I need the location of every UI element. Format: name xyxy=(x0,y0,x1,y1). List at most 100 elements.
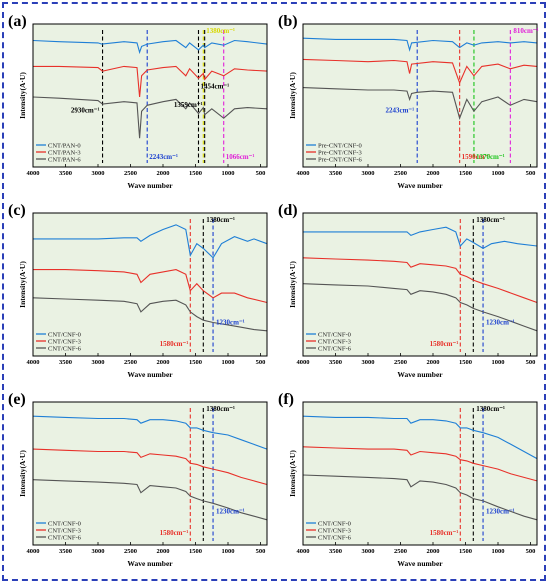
x-tick-label: 2000 xyxy=(157,359,170,366)
x-tick-label: 3000 xyxy=(92,359,105,366)
x-tick-label: 4000 xyxy=(27,359,40,366)
legend-entry: CNT/CNF-3 xyxy=(318,527,351,534)
x-tick-label: 1500 xyxy=(459,548,472,555)
x-tick-label: 1000 xyxy=(492,548,505,555)
peak-annotation: 1580cm⁻¹ xyxy=(160,529,189,537)
x-tick-label: 2000 xyxy=(427,170,440,177)
series-line-3 xyxy=(32,297,268,332)
series-line-2 xyxy=(302,446,538,482)
x-tick-label: 3500 xyxy=(59,548,72,555)
series-line-2 xyxy=(32,448,268,486)
x-tick-label: 2000 xyxy=(157,548,170,555)
panel-label: (d) xyxy=(278,202,298,219)
x-tick-label: 2500 xyxy=(124,170,137,177)
panel-e: 4000 3500 3000 2500 2000 1500 1000 500 Wave numb… xyxy=(6,384,272,569)
series-line-2 xyxy=(33,269,268,304)
peak-annotation: 1380cm⁻¹ xyxy=(476,405,505,413)
x-axis-label: Wave number xyxy=(397,181,443,190)
x-tick-label: 3000 xyxy=(362,359,375,366)
x-tick-label: 1500 xyxy=(189,359,202,366)
x-tick-label: 3000 xyxy=(92,548,105,555)
peak-annotation: 810cm⁻¹ xyxy=(513,27,538,35)
peak-annotation: 1230cm⁻¹ xyxy=(486,319,515,327)
chart-svg: 4000 3500 3000 2500 2000 1500 1000 500 Wave numb… xyxy=(8,202,268,379)
peak-annotation: 1580cm⁻¹ xyxy=(430,340,459,348)
x-tick-label: 2000 xyxy=(427,359,440,366)
panel-label: (a) xyxy=(8,13,27,30)
plot-area xyxy=(33,24,267,167)
series-line-2 xyxy=(302,58,538,85)
panel-label: (f) xyxy=(278,391,294,408)
axes-frame xyxy=(32,212,268,357)
legend-entry: CNT/CNF-3 xyxy=(48,527,81,534)
panel-d: 4000 3500 3000 2500 2000 1500 1000 500 Wave numb… xyxy=(276,195,542,380)
peak-annotation: 1590cm⁻¹ xyxy=(462,153,491,161)
x-tick-label: 500 xyxy=(526,548,536,555)
axes-frame xyxy=(32,401,268,546)
peak-annotation: 1454cm⁻¹ xyxy=(200,82,229,90)
x-tick-label: 500 xyxy=(256,170,266,177)
x-tick-label: 2500 xyxy=(394,359,407,366)
legend-entry: CNT/CNF-6 xyxy=(318,534,352,541)
x-tick-label: 4000 xyxy=(27,548,40,555)
x-tick-label: 500 xyxy=(256,548,266,555)
chart-svg: 4000 3500 3000 2500 2000 1500 1000 500 Wave numb… xyxy=(8,13,268,190)
x-tick-label: 1000 xyxy=(492,359,505,366)
plot-area xyxy=(33,402,267,545)
series-line-3 xyxy=(302,283,538,332)
x-tick-label: 1000 xyxy=(222,359,235,366)
peak-annotation: 1230cm⁻¹ xyxy=(486,508,515,516)
y-axis-label: Intensity(A·U) xyxy=(18,72,27,119)
chart-svg: 4000 3500 3000 2500 2000 1500 1000 500 Wave numb… xyxy=(278,13,539,190)
x-tick-label: 3000 xyxy=(362,170,375,177)
series-line-1 xyxy=(303,226,538,250)
legend-entry: CNT/CNF-6 xyxy=(48,534,82,541)
panel-label: (c) xyxy=(8,202,26,219)
y-axis-label: Intensity(A·U) xyxy=(288,261,297,308)
x-tick-label: 3500 xyxy=(59,170,72,177)
x-axis-label: Wave number xyxy=(397,370,443,379)
legend-entry: CNT/PAN-6 xyxy=(48,156,81,163)
peak-annotation: 1580cm⁻¹ xyxy=(430,529,459,537)
x-tick-label: 4000 xyxy=(297,548,310,555)
panel-b: 4000 3500 3000 2500 2000 1500 1000 500 Wave numb… xyxy=(276,6,542,191)
series-line-3 xyxy=(32,96,268,139)
x-tick-label: 2500 xyxy=(124,548,137,555)
x-tick-label: 4000 xyxy=(297,359,310,366)
peak-annotation: 1230cm⁻¹ xyxy=(216,319,245,327)
x-tick-label: 1500 xyxy=(459,170,472,177)
legend-entry: CNT/CNF-0 xyxy=(48,331,81,338)
legend-entry: CNT/CNF-0 xyxy=(318,331,351,338)
axes-frame xyxy=(302,401,538,546)
series-line-3 xyxy=(32,479,268,521)
panel-label: (e) xyxy=(8,391,26,408)
series-line-2 xyxy=(302,257,538,304)
peak-annotation: 1380cm⁻¹ xyxy=(206,216,235,224)
x-tick-label: 3000 xyxy=(362,548,375,555)
x-tick-label: 500 xyxy=(526,359,536,366)
x-axis-label: Wave number xyxy=(127,370,173,379)
y-axis-label: Intensity(A·U) xyxy=(18,450,27,497)
legend-entry: CNT/CNF-3 xyxy=(48,338,81,345)
x-tick-label: 2500 xyxy=(394,548,407,555)
legend-entry: CNT/CNF-6 xyxy=(318,345,352,352)
y-axis-label: Intensity(A·U) xyxy=(18,261,27,308)
x-tick-label: 2500 xyxy=(124,359,137,366)
peak-annotation: 1380cm⁻¹ xyxy=(476,216,505,224)
peak-annotation: 2243cm⁻¹ xyxy=(149,153,178,161)
x-tick-label: 1500 xyxy=(189,170,202,177)
peak-annotation: 2930cm⁻¹ xyxy=(71,107,100,115)
x-tick-label: 1500 xyxy=(459,359,472,366)
peak-annotation: 1380cm⁻¹ xyxy=(206,27,235,35)
x-tick-label: 4000 xyxy=(297,170,310,177)
peak-annotation: 2243cm⁻¹ xyxy=(385,107,414,115)
x-tick-label: 3500 xyxy=(329,548,342,555)
x-tick-label: 3500 xyxy=(59,359,72,366)
axes-frame xyxy=(302,23,538,168)
axes-frame xyxy=(32,23,268,168)
x-tick-label: 1500 xyxy=(189,548,202,555)
chart-svg: 4000 3500 3000 2500 2000 1500 1000 500 Wave numb… xyxy=(278,391,538,568)
peak-annotation: 1230cm⁻¹ xyxy=(216,508,245,516)
legend-entry: CNT/CNF-3 xyxy=(318,338,351,345)
panel-label: (b) xyxy=(278,13,298,30)
